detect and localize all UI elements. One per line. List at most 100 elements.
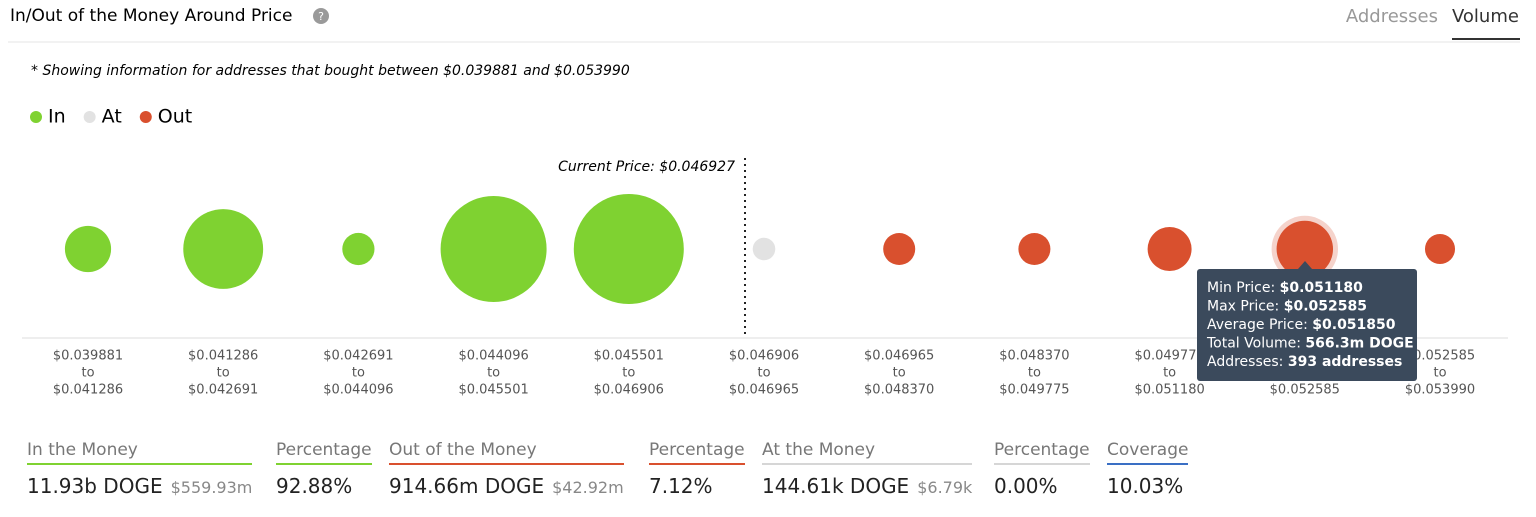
tooltip-value: 393 addresses <box>1288 354 1402 370</box>
stat-label: Percentage <box>994 440 1090 465</box>
range-to: $0.045501 <box>458 383 528 398</box>
bubble <box>342 232 375 266</box>
range-joiner: to <box>1028 366 1041 381</box>
bubble <box>573 194 684 304</box>
stat-value: 10.03% <box>1107 474 1184 498</box>
tooltip-value: $0.051850 <box>1312 317 1396 333</box>
bubble <box>752 237 776 261</box>
range-from: $0.048370 <box>999 349 1069 364</box>
stat-value-row: 144.61k DOGE $6.79k <box>762 474 972 498</box>
tooltip-key: Max Price: <box>1207 299 1279 315</box>
range-to: $0.044096 <box>323 383 393 398</box>
tooltip-row: Average Price: $0.051850 <box>1207 317 1396 333</box>
stat-value-row: 7.12% <box>649 474 745 498</box>
tooltip-key: Addresses: <box>1207 354 1283 370</box>
bubble <box>64 225 112 273</box>
tooltip <box>1197 269 1417 381</box>
bubble <box>1147 227 1192 271</box>
stat-label: Percentage <box>649 440 745 465</box>
bubble <box>883 232 916 266</box>
legend-label: Out <box>158 106 192 128</box>
stat-sub: $6.79k <box>917 478 973 497</box>
stat: At the Money 144.61k DOGE $6.79k <box>762 440 972 498</box>
bubble <box>183 209 264 289</box>
legend-label: At <box>102 106 122 128</box>
range-from: $0.049775 <box>1134 349 1204 364</box>
tooltip-pointer <box>1298 261 1312 269</box>
bubble <box>1018 232 1051 266</box>
range-to: $0.041286 <box>53 383 123 398</box>
range-to: $0.052585 <box>1270 383 1340 398</box>
stat: In the Money 11.93b DOGE $559.93m <box>27 440 252 498</box>
range-from: $0.046906 <box>729 349 799 364</box>
legend-dot <box>139 111 152 123</box>
range-joiner: to <box>757 366 770 381</box>
range-to: $0.046965 <box>729 383 799 398</box>
range-from: $0.052585 <box>1405 349 1475 364</box>
tooltip-row: Total Volume: 566.3m DOGE <box>1206 336 1414 352</box>
range-to: $0.042691 <box>188 383 258 398</box>
range-from: $0.045501 <box>594 349 664 364</box>
stat-value: 92.88% <box>276 474 353 498</box>
note: * Showing information for addresses that… <box>31 63 630 79</box>
tooltip-key: Total Volume: <box>1206 336 1301 352</box>
legend-label: In <box>48 106 66 128</box>
bubble <box>1276 220 1334 278</box>
stat-label: At the Money <box>762 440 972 465</box>
tab[interactable]: Addresses <box>1346 6 1438 27</box>
help-mark: ? <box>318 10 324 23</box>
tooltip-value: $0.052585 <box>1284 299 1367 315</box>
tab-active[interactable]: Volume <box>1452 6 1519 27</box>
legend-dot <box>30 111 42 123</box>
range-from: $0.041286 <box>188 349 258 364</box>
tooltip-key: Average Price: <box>1207 317 1308 333</box>
range-to: $0.049775 <box>999 383 1069 398</box>
stat-label: In the Money <box>27 440 252 465</box>
current-price-label: Current Price: $0.046927 <box>558 159 735 175</box>
range-from: $0.039881 <box>53 349 123 364</box>
tooltip-row: Addresses: 393 addresses <box>1207 354 1402 370</box>
tooltip-row: Max Price: $0.052585 <box>1207 299 1367 315</box>
range-from: $0.046965 <box>864 349 934 364</box>
chart: In/Out of the Money Around Price ? Addre… <box>8 6 1520 398</box>
tooltip-value: $0.051180 <box>1280 280 1364 296</box>
title: In/Out of the Money Around Price <box>10 6 292 26</box>
stat-value-row: 92.88% <box>276 474 372 498</box>
stat-value: 144.61k DOGE <box>762 474 910 498</box>
bubble <box>440 196 547 302</box>
stat-sub: $42.92m <box>552 478 624 497</box>
stat-value-row: 914.66m DOGE $42.92m <box>389 474 624 498</box>
stat-value: 7.12% <box>649 474 713 498</box>
stat: Out of the Money 914.66m DOGE $42.92m <box>389 440 624 498</box>
range-joiner: to <box>1433 366 1446 381</box>
stat-value: 0.00% <box>994 474 1058 498</box>
stat-value-row: 10.03% <box>1107 474 1188 498</box>
stat-label: Percentage <box>276 440 372 465</box>
help-icon[interactable] <box>313 8 329 24</box>
tooltip-value: 566.3m DOGE <box>1305 336 1413 352</box>
stat: Percentage 0.00% <box>994 440 1090 498</box>
stat-label: Coverage <box>1107 440 1188 465</box>
stat-label: Out of the Money <box>389 440 624 465</box>
stat-value: 914.66m DOGE <box>389 474 545 498</box>
stat-value-row: 11.93b DOGE $559.93m <box>27 474 252 498</box>
range-joiner: to <box>622 366 635 381</box>
range-to: $0.048370 <box>864 383 934 398</box>
range-to: $0.053990 <box>1405 383 1475 398</box>
range-joiner: to <box>487 366 500 381</box>
stat: Coverage 10.03% <box>1107 440 1188 498</box>
range-joiner: to <box>352 366 365 381</box>
bubble <box>1424 233 1456 265</box>
tooltip-key: Min Price: <box>1207 280 1275 296</box>
range-joiner: to <box>1163 366 1176 381</box>
tooltip-row: Min Price: $0.051180 <box>1207 280 1363 296</box>
legend-dot <box>83 111 96 123</box>
stat-value-row: 0.00% <box>994 474 1090 498</box>
range-joiner: to <box>893 366 906 381</box>
range-joiner: to <box>81 366 94 381</box>
range-from: $0.044096 <box>458 349 528 364</box>
stat: Percentage 92.88% <box>276 440 372 498</box>
range-to: $0.046906 <box>594 383 664 398</box>
range-to: $0.051180 <box>1134 383 1204 398</box>
